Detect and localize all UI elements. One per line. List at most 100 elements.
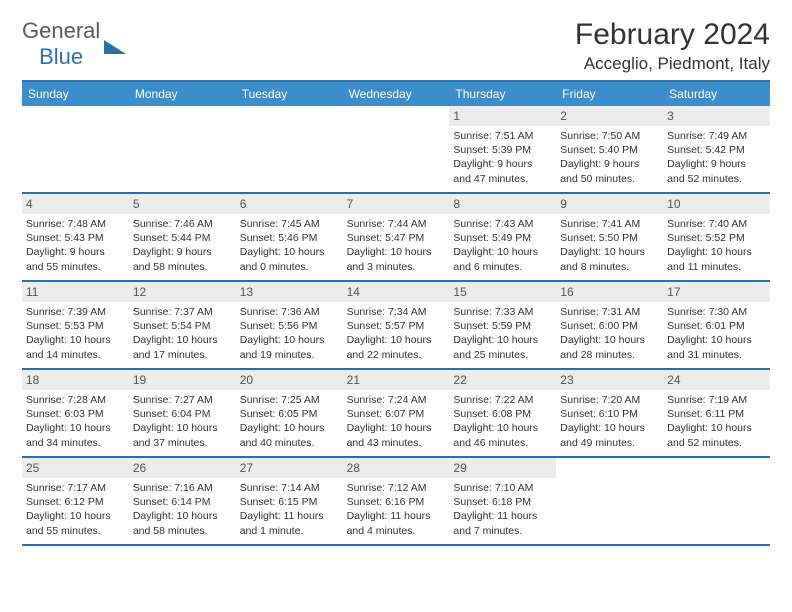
day-info: Sunrise: 7:48 AMSunset: 5:43 PMDaylight:… (26, 217, 125, 274)
day-info: Sunrise: 7:22 AMSunset: 6:08 PMDaylight:… (453, 393, 552, 450)
day-info: Sunrise: 7:16 AMSunset: 6:14 PMDaylight:… (133, 481, 232, 538)
calendar-cell: 24Sunrise: 7:19 AMSunset: 6:11 PMDayligh… (663, 370, 770, 456)
month-title: February 2024 (575, 18, 770, 52)
day-info: Sunrise: 7:28 AMSunset: 6:03 PMDaylight:… (26, 393, 125, 450)
calendar-cell: 6 Sunrise: 7:45 AMSunset: 5:46 PMDaylight… (236, 194, 343, 280)
calendar-week: 25Sunrise: 7:17 AMSunset: 6:12 PMDayligh… (22, 458, 770, 546)
calendar-cell: 10Sunrise: 7:40 AMSunset: 5:52 PMDayligh… (663, 194, 770, 280)
calendar-cell (343, 106, 450, 192)
day-number: 1 (449, 106, 556, 126)
day-number: 2 (556, 106, 663, 126)
day-info: Sunrise: 7:25 AMSunset: 6:05 PMDaylight:… (240, 393, 339, 450)
day-number: 15 (449, 282, 556, 302)
title-block: February 2024 Acceglio, Piedmont, Italy (575, 18, 770, 74)
day-number: 13 (236, 282, 343, 302)
day-header-cell: Tuesday (236, 82, 343, 106)
day-info: Sunrise: 7:27 AMSunset: 6:04 PMDaylight:… (133, 393, 232, 450)
calendar-cell: 22 Sunrise: 7:22 AMSunset: 6:08 PMDayligh… (449, 370, 556, 456)
calendar-cell: 28Sunrise: 7:12 AMSunset: 6:16 PMDayligh… (343, 458, 450, 544)
day-header-cell: Saturday (663, 82, 770, 106)
calendar-cell: 26 Sunrise: 7:16 AMSunset: 6:14 PMDayligh… (129, 458, 236, 544)
day-number: 7 (343, 194, 450, 214)
day-number: 11 (22, 282, 129, 302)
day-header-cell: Friday (556, 82, 663, 106)
day-info: Sunrise: 7:33 AMSunset: 5:59 PMDaylight:… (453, 305, 552, 362)
day-number: 8 (449, 194, 556, 214)
calendar-cell (556, 458, 663, 544)
day-header-cell: Wednesday (343, 82, 450, 106)
day-number: 5 (129, 194, 236, 214)
calendar-cell: 4 Sunrise: 7:48 AMSunset: 5:43 PMDaylight… (22, 194, 129, 280)
day-number: 19 (129, 370, 236, 390)
day-info: Sunrise: 7:44 AMSunset: 5:47 PMDaylight:… (347, 217, 446, 274)
calendar-cell: 20 Sunrise: 7:25 AMSunset: 6:05 PMDayligh… (236, 370, 343, 456)
calendar-cell (663, 458, 770, 544)
day-number: 29 (449, 458, 556, 478)
calendar-cell (129, 106, 236, 192)
day-info: Sunrise: 7:41 AMSunset: 5:50 PMDaylight:… (560, 217, 659, 274)
calendar-cell: 15 Sunrise: 7:33 AMSunset: 5:59 PMDayligh… (449, 282, 556, 368)
calendar-cell: 8Sunrise: 7:43 AMSunset: 5:49 PMDaylight… (449, 194, 556, 280)
day-number: 4 (22, 194, 129, 214)
day-number: 26 (129, 458, 236, 478)
calendar-cell: 21 Sunrise: 7:24 AMSunset: 6:07 PMDayligh… (343, 370, 450, 456)
logo-text-blue: Blue (39, 44, 83, 69)
calendar: SundayMondayTuesdayWednesdayThursdayFrid… (22, 80, 770, 546)
calendar-cell: 27Sunrise: 7:14 AMSunset: 6:15 PMDayligh… (236, 458, 343, 544)
logo: General GBlue (22, 18, 126, 70)
calendar-cell: 11 Sunrise: 7:39 AMSunset: 5:53 PMDayligh… (22, 282, 129, 368)
calendar-cell: 16 Sunrise: 7:31 AMSunset: 6:00 PMDayligh… (556, 282, 663, 368)
day-info: Sunrise: 7:10 AMSunset: 6:18 PMDaylight:… (453, 481, 552, 538)
logo-triangle-icon (104, 40, 126, 54)
calendar-cell: 13 Sunrise: 7:36 AMSunset: 5:56 PMDayligh… (236, 282, 343, 368)
calendar-cell: 7 Sunrise: 7:44 AMSunset: 5:47 PMDaylight… (343, 194, 450, 280)
day-header-row: SundayMondayTuesdayWednesdayThursdayFrid… (22, 80, 770, 106)
day-info: Sunrise: 7:39 AMSunset: 5:53 PMDaylight:… (26, 305, 125, 362)
day-number: 20 (236, 370, 343, 390)
day-info: Sunrise: 7:19 AMSunset: 6:11 PMDaylight:… (667, 393, 766, 450)
day-info: Sunrise: 7:20 AMSunset: 6:10 PMDaylight:… (560, 393, 659, 450)
header: General GBlue February 2024 Acceglio, Pi… (22, 18, 770, 74)
day-number: 9 (556, 194, 663, 214)
calendar-cell: 18 Sunrise: 7:28 AMSunset: 6:03 PMDayligh… (22, 370, 129, 456)
day-info: Sunrise: 7:40 AMSunset: 5:52 PMDaylight:… (667, 217, 766, 274)
day-header-cell: Sunday (22, 82, 129, 106)
day-header-cell: Monday (129, 82, 236, 106)
day-number: 28 (343, 458, 450, 478)
day-header-cell: Thursday (449, 82, 556, 106)
calendar-cell: 5Sunrise: 7:46 AMSunset: 5:44 PMDaylight… (129, 194, 236, 280)
day-number: 16 (556, 282, 663, 302)
calendar-cell: 23 Sunrise: 7:20 AMSunset: 6:10 PMDayligh… (556, 370, 663, 456)
day-number: 22 (449, 370, 556, 390)
day-info: Sunrise: 7:34 AMSunset: 5:57 PMDaylight:… (347, 305, 446, 362)
calendar-cell (22, 106, 129, 192)
calendar-cell (236, 106, 343, 192)
calendar-week: 11 Sunrise: 7:39 AMSunset: 5:53 PMDayligh… (22, 282, 770, 370)
calendar-cell: 3Sunrise: 7:49 AMSunset: 5:42 PMDaylight… (663, 106, 770, 192)
calendar-cell: 14 Sunrise: 7:34 AMSunset: 5:57 PMDayligh… (343, 282, 450, 368)
calendar-cell: 2Sunrise: 7:50 AMSunset: 5:40 PMDaylight… (556, 106, 663, 192)
day-number: 25 (22, 458, 129, 478)
calendar-week: 18 Sunrise: 7:28 AMSunset: 6:03 PMDayligh… (22, 370, 770, 458)
day-number: 23 (556, 370, 663, 390)
day-number: 6 (236, 194, 343, 214)
day-info: Sunrise: 7:37 AMSunset: 5:54 PMDaylight:… (133, 305, 232, 362)
day-number: 27 (236, 458, 343, 478)
day-info: Sunrise: 7:36 AMSunset: 5:56 PMDaylight:… (240, 305, 339, 362)
calendar-cell: 17Sunrise: 7:30 AMSunset: 6:01 PMDayligh… (663, 282, 770, 368)
day-number: 14 (343, 282, 450, 302)
calendar-cell: 29 Sunrise: 7:10 AMSunset: 6:18 PMDayligh… (449, 458, 556, 544)
day-info: Sunrise: 7:31 AMSunset: 6:00 PMDaylight:… (560, 305, 659, 362)
day-number: 21 (343, 370, 450, 390)
day-number: 18 (22, 370, 129, 390)
calendar-cell: 19 Sunrise: 7:27 AMSunset: 6:04 PMDayligh… (129, 370, 236, 456)
day-info: Sunrise: 7:49 AMSunset: 5:42 PMDaylight:… (667, 129, 766, 186)
day-info: Sunrise: 7:24 AMSunset: 6:07 PMDaylight:… (347, 393, 446, 450)
calendar-cell: 9 Sunrise: 7:41 AMSunset: 5:50 PMDaylight… (556, 194, 663, 280)
day-number: 17 (663, 282, 770, 302)
calendar-cell: 12 Sunrise: 7:37 AMSunset: 5:54 PMDayligh… (129, 282, 236, 368)
location-label: Acceglio, Piedmont, Italy (575, 54, 770, 74)
day-info: Sunrise: 7:45 AMSunset: 5:46 PMDaylight:… (240, 217, 339, 274)
calendar-weeks: 1Sunrise: 7:51 AMSunset: 5:39 PMDaylight… (22, 106, 770, 546)
day-number: 12 (129, 282, 236, 302)
